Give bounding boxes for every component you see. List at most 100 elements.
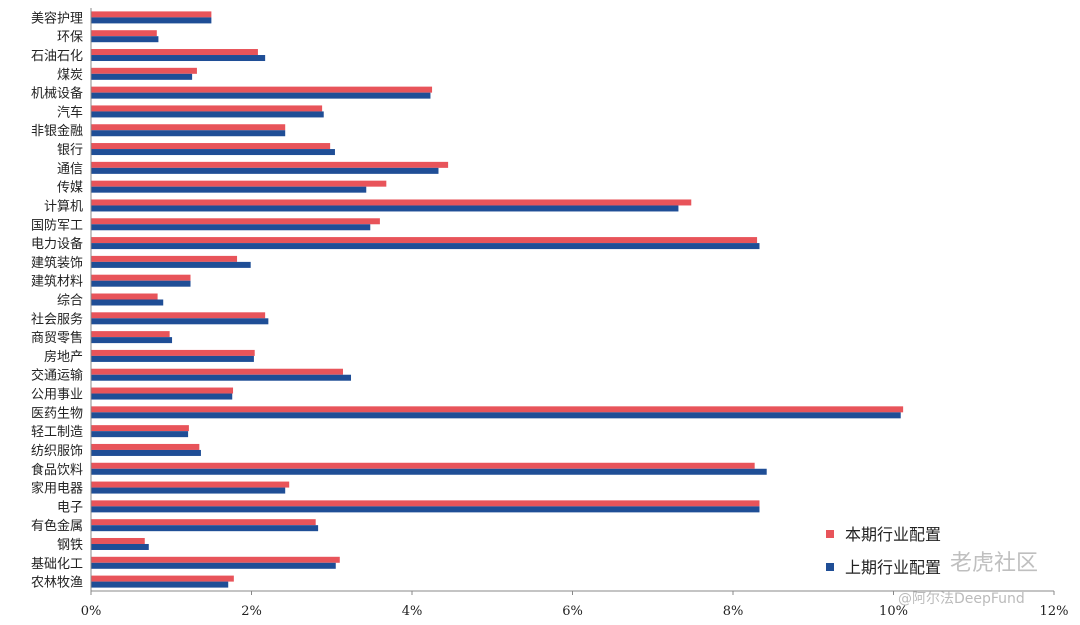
- bar-current: [91, 556, 340, 563]
- category-label: 社会服务: [31, 311, 83, 327]
- bar-previous: [91, 149, 335, 156]
- watermark-site: 老虎社区: [950, 551, 1039, 576]
- bar-previous: [91, 374, 352, 381]
- category-label: 电力设备: [31, 236, 83, 252]
- bar-current: [91, 30, 157, 37]
- bar-current: [91, 199, 692, 206]
- x-tick-label: 12%: [1040, 604, 1069, 619]
- bar-previous: [91, 431, 189, 438]
- bar-current: [91, 500, 760, 507]
- category-label: 建筑材料: [31, 274, 83, 290]
- bar-previous: [91, 581, 229, 588]
- bar-previous: [91, 318, 269, 325]
- legend-label-current: 本期行业配置: [845, 525, 941, 544]
- bar-current: [91, 443, 200, 450]
- bar-current: [91, 425, 189, 432]
- x-tick-label: 2%: [241, 604, 262, 619]
- category-label: 环保: [57, 30, 83, 45]
- category-label: 美容护理: [31, 10, 83, 26]
- bar-current: [91, 161, 449, 168]
- bar-current: [91, 519, 316, 526]
- bar-current: [91, 537, 145, 544]
- category-label: 非银金融: [31, 123, 83, 139]
- category-label: 通信: [57, 162, 83, 177]
- bar-current: [91, 462, 755, 469]
- bar-current: [91, 124, 286, 131]
- category-label: 商贸零售: [31, 330, 83, 346]
- bar-current: [91, 312, 266, 319]
- category-label: 交通运输: [31, 368, 83, 384]
- bar-current: [91, 255, 238, 262]
- bar-current: [91, 293, 158, 300]
- bar-current: [91, 67, 197, 74]
- bar-previous: [91, 167, 439, 174]
- bar-current: [91, 481, 290, 488]
- x-tick-label: 0%: [81, 604, 102, 619]
- bar-current: [91, 368, 343, 375]
- category-label: 房地产: [44, 349, 83, 365]
- bar-previous: [91, 299, 164, 306]
- category-label: 公用事业: [31, 388, 83, 403]
- bar-current: [91, 11, 212, 18]
- category-label: 钢铁: [57, 538, 83, 553]
- bars-group: [91, 11, 904, 588]
- category-label: 国防军工: [31, 217, 83, 233]
- bar-previous: [91, 111, 324, 118]
- bar-previous: [91, 224, 371, 231]
- category-label: 医药生物: [31, 406, 83, 421]
- bar-previous: [91, 280, 191, 287]
- bar-current: [91, 105, 323, 112]
- legend-swatch-current: [826, 530, 834, 538]
- bar-previous: [91, 393, 233, 400]
- bar-previous: [91, 243, 760, 250]
- x-tick-label: 10%: [879, 604, 908, 619]
- bar-previous: [91, 543, 149, 550]
- category-label: 综合: [57, 294, 83, 309]
- bar-previous: [91, 261, 251, 268]
- x-tick-label: 6%: [562, 604, 583, 619]
- category-label: 机械设备: [31, 86, 83, 102]
- category-label: 传媒: [57, 181, 83, 196]
- bar-previous: [91, 205, 679, 212]
- bar-previous: [91, 449, 201, 456]
- legend-label-previous: 上期行业配置: [845, 558, 941, 577]
- category-label: 轻工制造: [31, 425, 83, 440]
- bar-current: [91, 143, 331, 150]
- bar-current: [91, 180, 387, 187]
- legend-swatch-previous: [826, 563, 834, 571]
- bar-previous: [91, 525, 319, 532]
- bar-previous: [91, 55, 266, 62]
- bar-current: [91, 349, 255, 356]
- legend: 本期行业配置 上期行业配置: [826, 525, 941, 577]
- x-axis-ticks: 0% 2% 4% 6% 8% 10% 12%: [81, 591, 1069, 619]
- bar-current: [91, 274, 191, 281]
- category-label: 家用电器: [31, 481, 83, 497]
- bar-current: [91, 387, 234, 394]
- category-label: 基础化工: [31, 557, 83, 572]
- category-label: 食品饮料: [31, 462, 83, 478]
- bar-current: [91, 575, 234, 582]
- bar-current: [91, 331, 170, 338]
- bar-previous: [91, 73, 193, 80]
- bar-previous: [91, 186, 367, 193]
- bar-previous: [91, 468, 767, 475]
- category-label: 银行: [57, 143, 83, 158]
- category-label: 建筑装饰: [31, 255, 83, 271]
- bar-previous: [91, 130, 286, 137]
- category-label: 纺织服饰: [31, 444, 83, 459]
- x-tick-label: 8%: [723, 604, 744, 619]
- bar-current: [91, 86, 433, 93]
- bar-previous: [91, 36, 159, 43]
- bar-current: [91, 406, 904, 413]
- category-label: 石油石化: [31, 49, 83, 64]
- bar-previous: [91, 506, 760, 513]
- x-tick-label: 4%: [402, 604, 423, 619]
- bar-current: [91, 218, 380, 225]
- bar-current: [91, 237, 758, 244]
- bar-previous: [91, 92, 431, 99]
- category-label: 汽车: [57, 104, 83, 120]
- watermark-author: @阿尔法DeepFund: [898, 591, 1025, 607]
- category-label: 有色金属: [31, 518, 83, 534]
- bar-current: [91, 49, 258, 56]
